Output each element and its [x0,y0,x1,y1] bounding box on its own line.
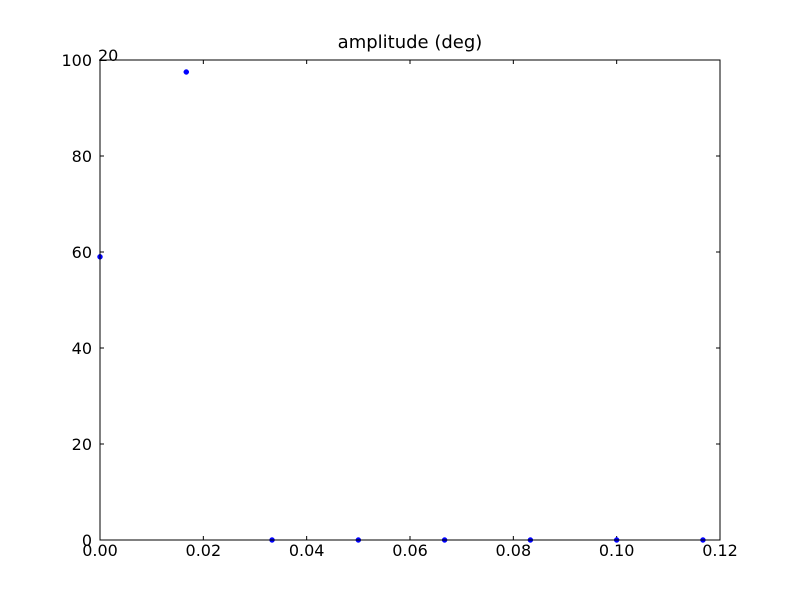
x-tick-labels: 0.00 0.02 0.04 0.06 0.08 0.10 0.12 [82,541,738,560]
y-tick-label: 20 [72,435,92,454]
y-tick-label: 60 [72,243,92,262]
y-tick-label: 100 [61,51,92,70]
y-tick-label: 80 [72,147,92,166]
x-tick-label: 0.04 [289,541,325,560]
corner-offset-label: 20 [98,46,118,65]
y-tick-label: 0 [82,531,92,550]
data-point [183,69,190,75]
y-tick-labels: 0 20 40 60 80 100 [61,51,92,550]
chart-title: amplitude (deg) [338,32,483,53]
x-tick-label: 0.12 [702,541,738,560]
x-tick-label: 0.10 [599,541,635,560]
y-tick-label: 40 [72,339,92,358]
x-tick-label: 0.02 [186,541,222,560]
x-tick-label: 0.06 [392,541,428,560]
plot-frame [99,59,721,541]
x-tick-label: 0.00 [82,541,118,560]
x-tick-label: 0.08 [496,541,532,560]
